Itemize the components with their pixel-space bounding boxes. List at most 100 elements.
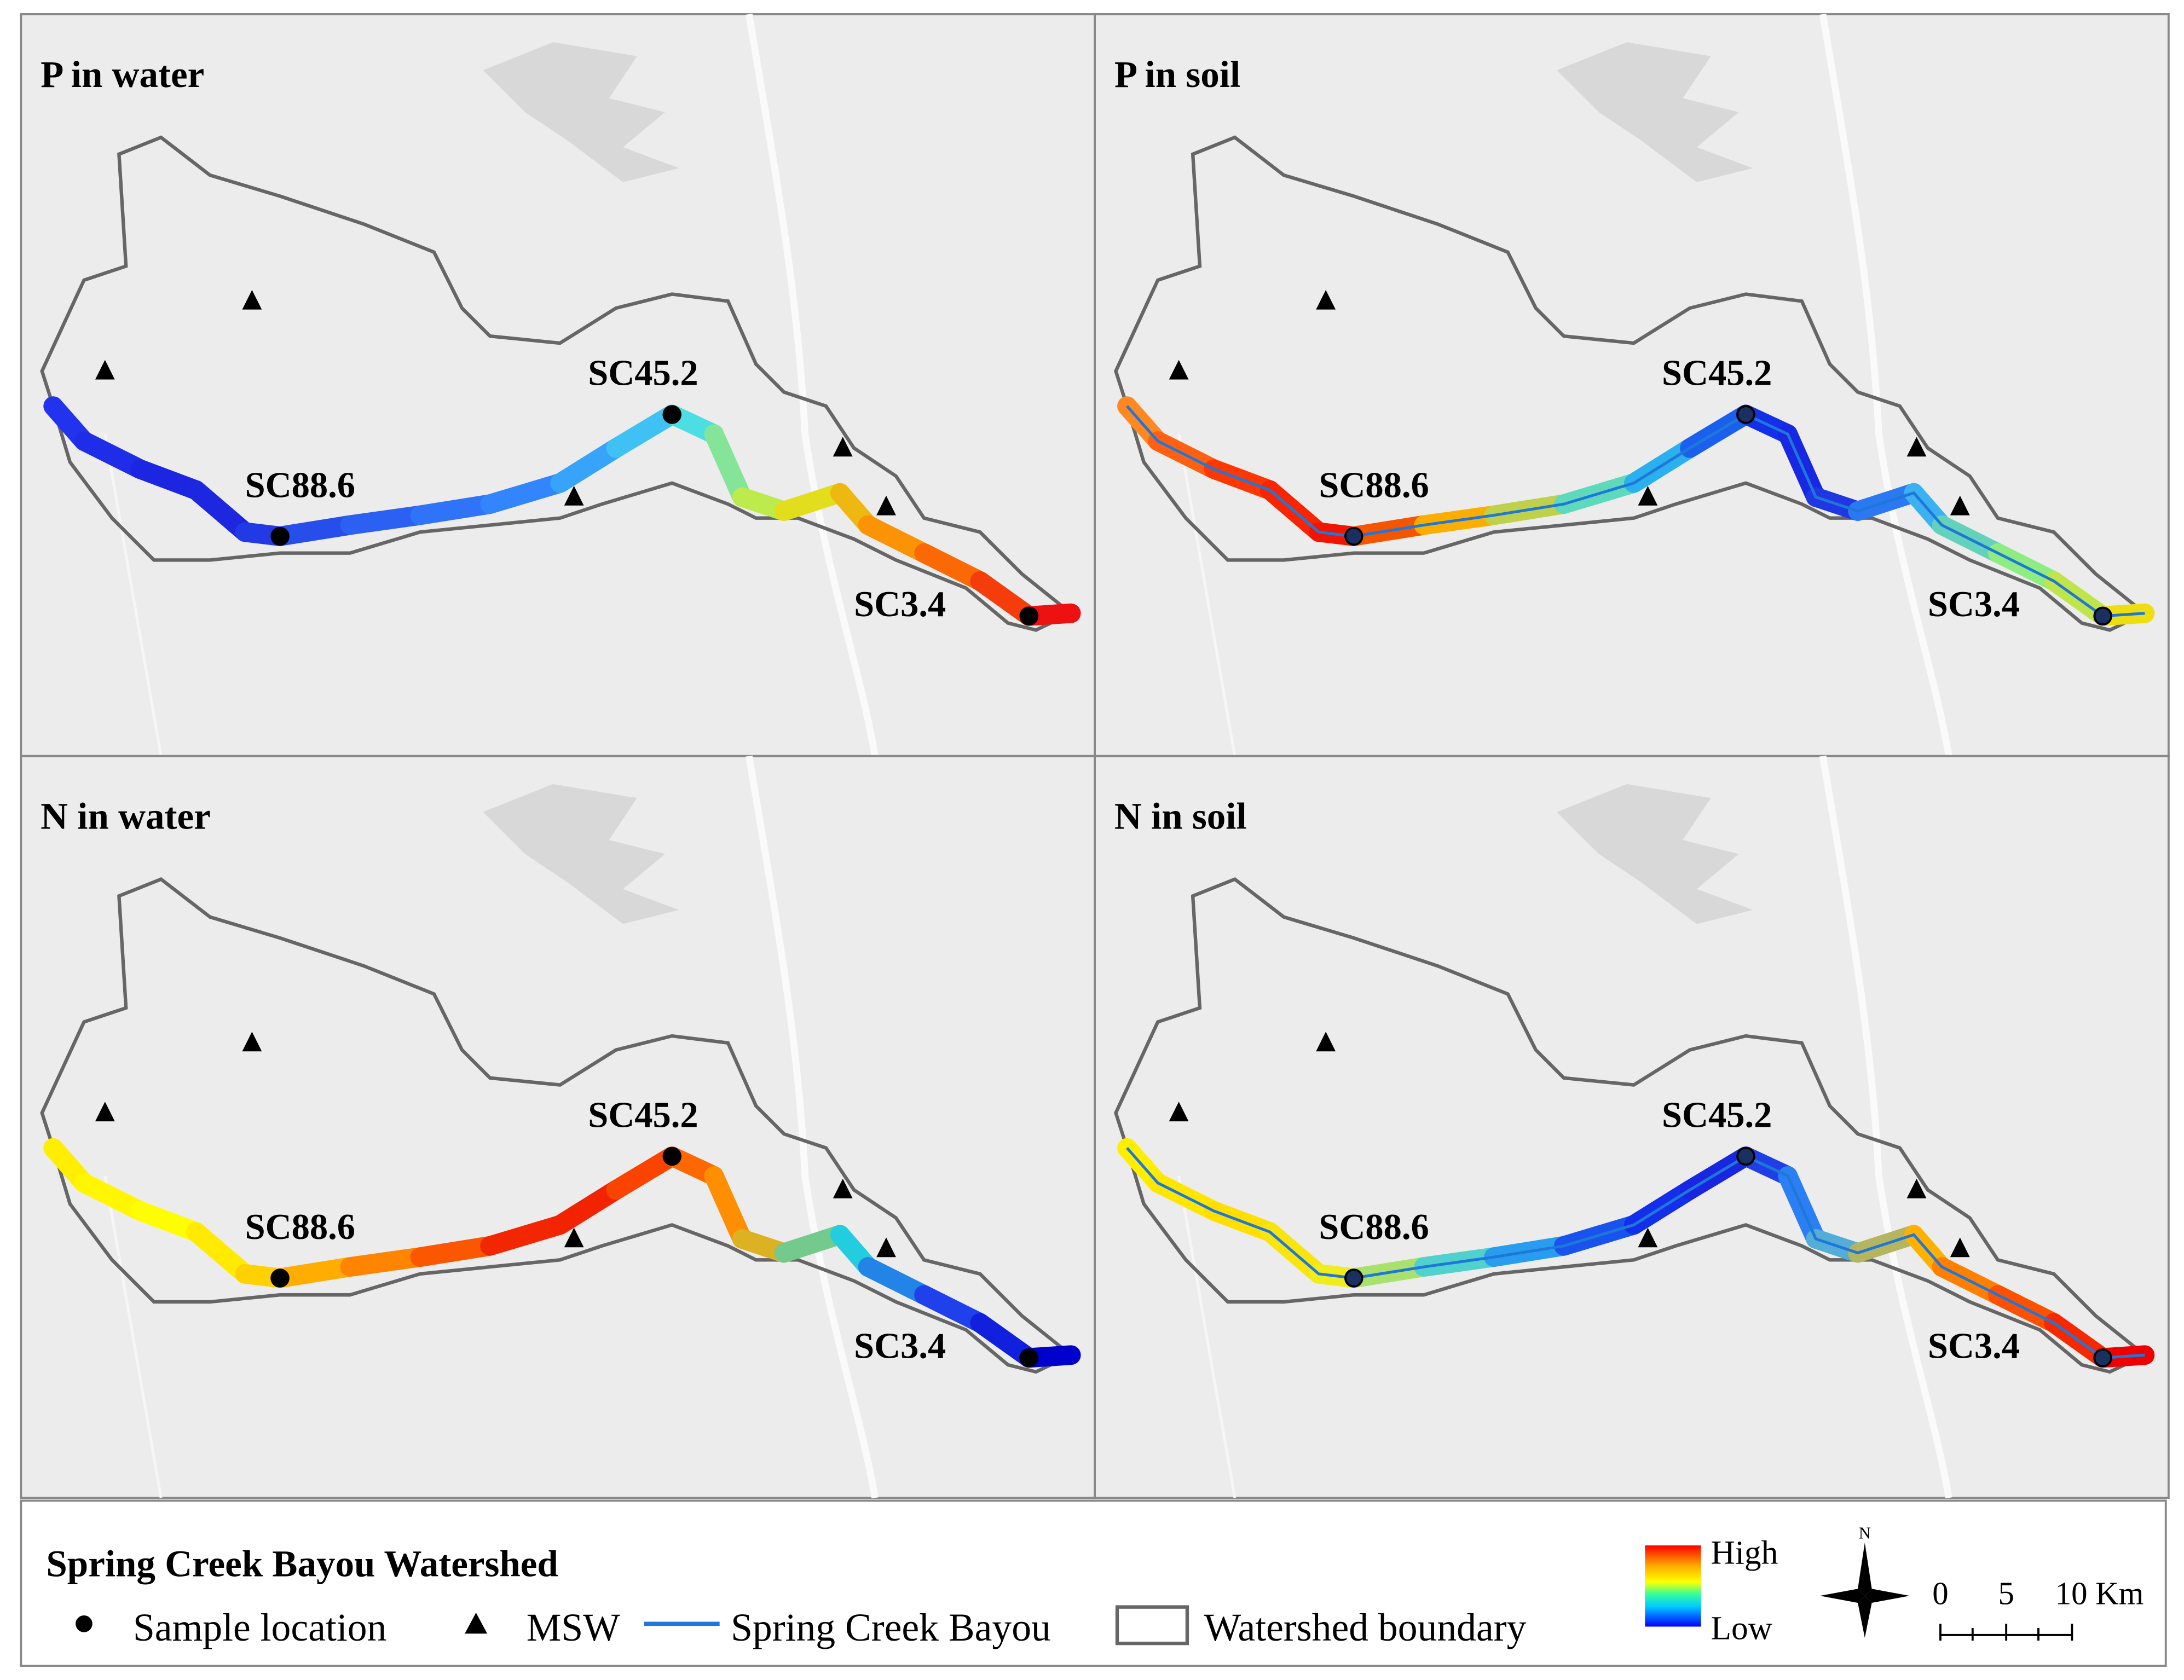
river-segment [340,1247,430,1277]
legend-item: Spring Creek Bayou [731,1606,1051,1649]
msw-marker [1950,1237,1970,1258]
msw-marker [1169,1102,1189,1122]
legend-item: Sample location [133,1606,386,1649]
sample-label: SC3.4 [854,1326,946,1366]
river-segment [858,515,934,563]
msw-marker [95,360,115,380]
scale-label: 0 [1932,1576,1948,1612]
road [1177,1175,1237,1498]
sample-location [270,1268,290,1288]
panel-background [1094,755,2170,1499]
north-arrow [1820,1542,1910,1638]
colorbar-low: Low [1711,1609,1773,1647]
river-segment [774,1225,850,1263]
river-segment [130,459,206,500]
river-segment [550,438,626,493]
watershed-boundary [40,135,1074,632]
sample-location [662,1146,681,1166]
lake [483,42,679,182]
road [746,755,879,1499]
msw-marker [564,1227,584,1248]
legend-item: MSW [527,1606,620,1649]
legend-msw-symbol [465,1612,488,1634]
panel-title: N in water [41,795,211,837]
sample-label: SC45.2 [588,1095,698,1135]
river-segment [774,483,850,521]
sample-label: SC88.6 [1319,465,1429,505]
river-segment [270,1257,360,1288]
sample-label: SC88.6 [245,465,355,505]
map-panel: SC88.6 SC45.2 SC3.4 N in soil [1094,755,2170,1499]
watershed-boundary [1114,135,2148,632]
road [1819,13,1952,757]
colorbar-high: High [1711,1534,1778,1571]
msw-marker [833,1178,853,1198]
river-segment [270,515,360,546]
msw-marker [1638,1227,1658,1248]
river-segment [480,473,570,514]
river-line [1126,405,2145,618]
sample-location [1344,1268,1363,1288]
map-panel: SC88.6 SC45.2 SC3.4 N in water [20,755,1096,1499]
msw-marker [1906,437,1927,457]
road [1177,433,1237,756]
sample-location [1736,1146,1755,1166]
sample-label: SC88.6 [1319,1207,1429,1247]
river-segment [186,1222,255,1284]
north-label: N [1859,1523,1871,1542]
watershed-boundary [40,877,1074,1374]
panel-background [1094,13,2170,757]
river-segment [914,543,990,591]
river-segment [970,571,1039,626]
sample-label: SC3.4 [1928,1326,2020,1366]
river-line [1126,1147,2145,1359]
legend-item: Watershed boundary [1204,1606,1527,1649]
msw-marker [95,1102,115,1122]
sample-location [1019,606,1039,626]
msw-marker [1169,360,1189,380]
watershed-boundary [1114,877,2148,1374]
lake [1557,42,1753,182]
road [103,1175,163,1498]
road [746,13,879,757]
river-segment [410,494,500,525]
lake [483,784,679,924]
colorbar [1645,1545,1701,1627]
river-segment [970,1313,1039,1368]
legend-title: Spring Creek Bayou Watershed [46,1542,558,1584]
legend-boundary-symbol [1115,1605,1189,1646]
sample-location [662,405,681,424]
msw-marker [1316,289,1336,310]
river-segment [130,1201,206,1242]
panel-background [20,13,1096,757]
sample-location [1736,405,1755,424]
river-segment [74,431,150,479]
msw-marker [242,1032,262,1052]
map-panel: SC88.6 SC45.2 SC3.4 P in soil [1094,13,2170,757]
panel-title: P in soil [1114,53,1240,95]
msw-marker [1950,495,1970,515]
msw-marker [1316,1032,1336,1052]
legend-sample-symbol [76,1615,93,1632]
msw-marker [876,495,896,515]
river-segment [410,1236,500,1267]
sample-location [2093,606,2112,626]
map-panel: SC88.6 SC45.2 SC3.4 P in water [20,13,1096,757]
road [1819,755,1952,1499]
road [103,433,163,756]
sample-label: SC45.2 [1662,354,1772,393]
scale-bar [1939,1624,2073,1641]
sample-location [270,526,290,546]
sample-label: SC3.4 [1928,584,2020,624]
msw-marker [833,437,853,457]
river-segment [340,505,430,535]
river-segment [480,1215,570,1256]
sample-label: SC3.4 [854,584,946,624]
river-segment [606,1146,682,1200]
legend-box [20,1499,2167,1667]
panel-title: N in soil [1114,795,1247,837]
river-segment [550,1180,626,1235]
msw-marker [564,485,584,506]
